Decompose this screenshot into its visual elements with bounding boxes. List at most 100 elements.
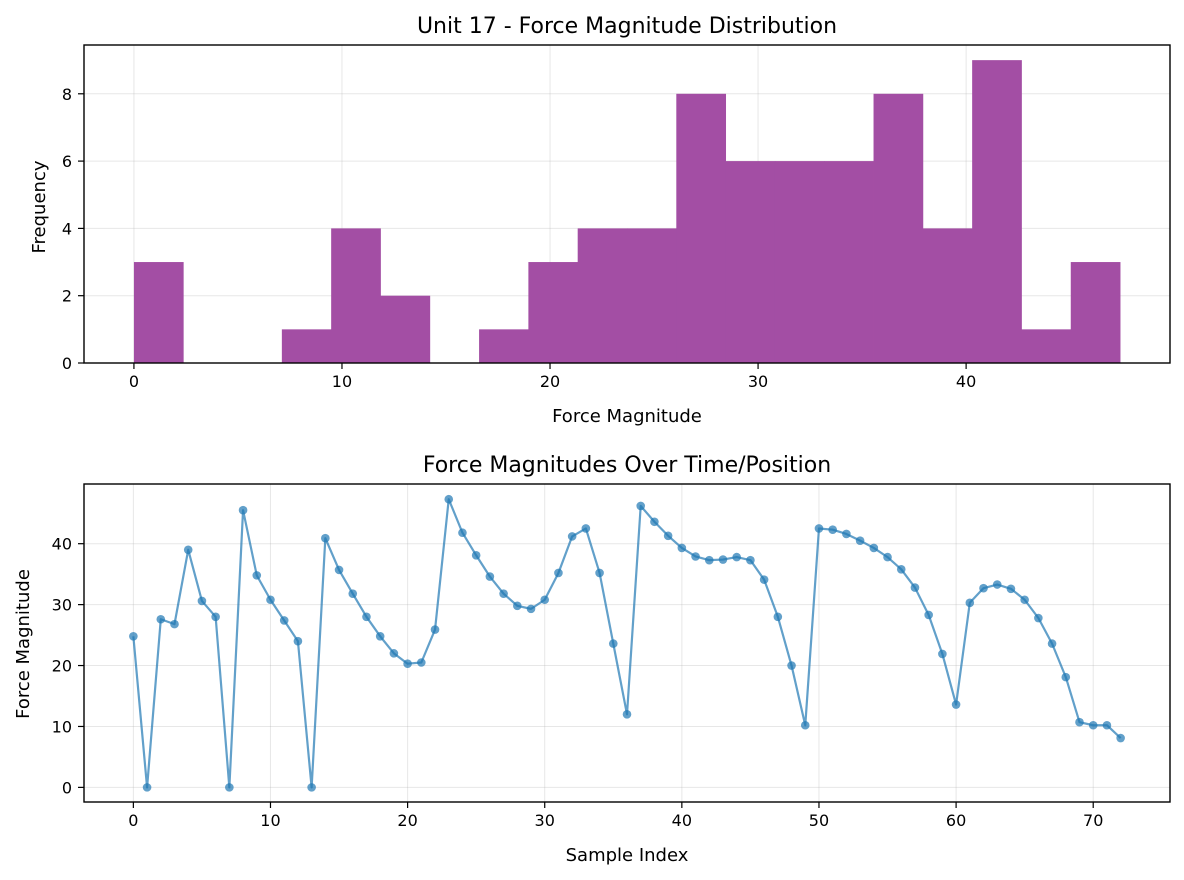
line-plot-point [1102,720,1112,730]
line-plot-point [458,528,467,538]
line-plot-point [691,552,700,561]
line-plot-point [471,550,481,560]
line-plot-point [554,568,563,578]
line-plot-point [197,596,207,606]
line-plot-point [1020,595,1029,605]
line-plot-point [1116,733,1125,743]
line-plot-point [526,604,536,614]
line-plot-point [238,505,248,515]
histogram-ticks: 0 10 20 30 40 0 2 4 6 8 [62,85,976,391]
line-plot-point [334,565,344,575]
line-plot-point [595,568,604,578]
histogram-bar [972,60,1022,364]
line-plot-point [156,614,166,624]
line-plot-point [1047,639,1057,648]
histogram-bar [331,228,381,363]
line-plot-point [499,589,508,598]
line-plot-point [403,659,412,669]
line-plot-x-tick-label: 70 [1083,811,1103,830]
histogram-panel: 0 10 20 30 40 0 2 4 6 8 Unit 17 - Force Magnitude… [29,14,1171,427]
line-plot-y-axis-label: Force Magnitude [13,569,34,719]
line-plot-point [869,543,879,553]
histogram-y-axis-label: Frequency [29,160,50,253]
histogram-bar [479,329,529,363]
line-plot-point [622,709,632,719]
histogram-x-axis-label: Force Magnitude [552,406,702,427]
line-plot-point [924,610,933,620]
line-plot-x-tick-label: 0 [128,811,138,830]
line-plot-point [513,601,522,611]
histogram-bar [824,161,874,363]
line-plot-point [1061,672,1071,682]
line-plot-point [704,555,714,565]
histogram-x-tick-label: 40 [956,372,976,391]
line-plot-ticks: 0 10 20 30 40 50 60 70 0 10 20 30 40 [52,535,1104,830]
line-plot-point [663,531,673,541]
line-plot-point [211,612,220,622]
line-plot-y-tick-label: 40 [52,535,72,554]
histogram-frame [83,44,1171,364]
line-plot-point [650,517,659,527]
line-plot-point [746,555,755,565]
line-plot-point [430,625,440,634]
histogram-bars [133,60,1121,364]
line-plot-point [608,639,618,648]
line-plot-point [321,533,330,543]
line-plot-point [1034,613,1043,623]
line-plot-point [828,525,837,534]
line-plot-point [965,598,975,608]
line-plot-x-tick-label: 40 [672,811,692,830]
line-plot-y-tick-label: 10 [52,717,72,736]
histogram-x-tick-label: 20 [540,372,560,391]
histogram-bar [676,93,727,364]
histogram-y-tick-label: 2 [62,287,72,306]
histogram-bar [725,161,776,363]
histogram-y-tick-label: 4 [62,219,72,238]
histogram-bar [577,228,628,363]
line-plot-point [279,616,289,625]
line-plot-frame [83,483,1171,803]
histogram-bar [380,295,431,363]
histogram-bar [1070,262,1121,363]
line-plot-point [910,583,920,592]
line-plot-point [896,564,906,574]
histogram-y-tick-label: 0 [62,354,72,373]
line-plot-point [540,595,550,605]
line-plot-x-tick-label: 20 [397,811,417,830]
line-plot-point [1075,717,1084,727]
line-plot-point [1088,720,1098,730]
line-plot-point [581,524,591,533]
line-plot-panel: 0 10 20 30 40 50 60 70 0 10 20 30 40 Force Magnitude… [13,453,1171,866]
line-plot-series [129,494,1125,792]
line-plot-point [129,631,138,641]
line-plot-point [732,552,741,562]
line-plot-point [444,494,454,504]
histogram-title: Unit 17 - Force Magnitude Distribution [417,14,837,39]
line-plot-point [718,555,728,564]
histogram-x-tick-label: 0 [129,372,139,391]
histogram-y-tick-label: 8 [62,85,72,104]
line-plot-point [225,783,234,792]
line-plot-point [417,658,426,667]
histogram-y-tick-label: 6 [62,152,72,171]
line-plot-x-tick-label: 50 [809,811,829,830]
line-plot-point [814,524,824,533]
line-plot-point [348,589,358,598]
line-plot-point [787,661,796,670]
line-plot-point [183,545,193,555]
line-plot-y-tick-label: 30 [52,596,72,615]
histogram-bar [528,262,579,363]
line-plot-series-line [132,498,1122,789]
line-plot-point [362,612,371,622]
line-plot-point [759,575,769,584]
line-plot-point [636,501,646,511]
line-plot-point [855,536,865,545]
histogram-bar [774,161,825,363]
line-plot-x-tick-label: 10 [260,811,280,830]
line-plot-point [252,571,262,580]
line-plot-point [883,552,892,562]
line-plot-point [842,529,851,539]
line-plot-point [567,532,577,541]
histogram-bar [133,262,184,363]
